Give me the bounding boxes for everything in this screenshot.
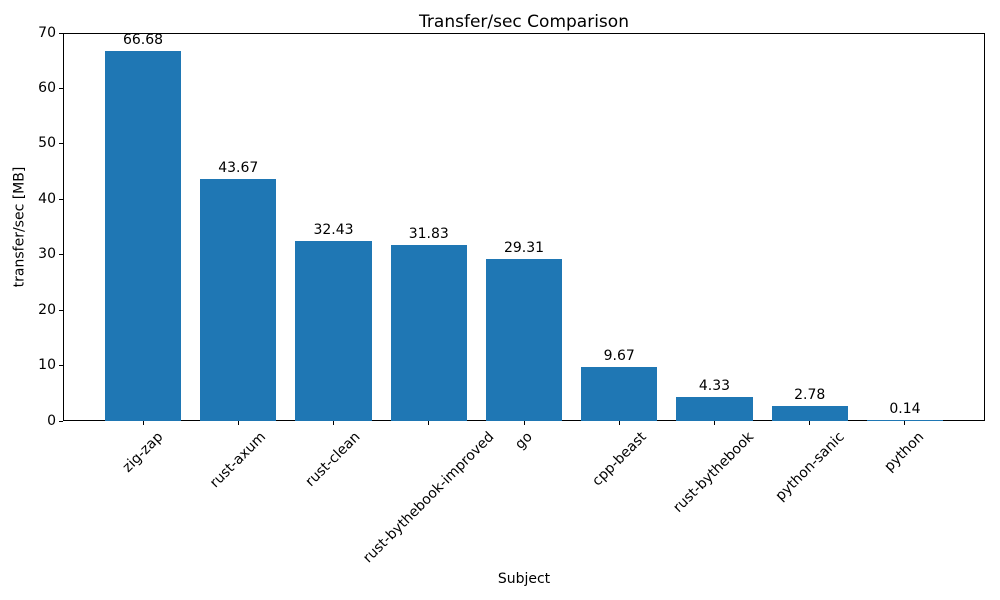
x-axis-label: Subject — [497, 571, 551, 587]
y-tick-mark — [59, 198, 63, 200]
x-tick-label: zig-zap — [119, 429, 166, 476]
x-tick-label: go — [512, 429, 536, 453]
y-tick-label: 60 — [38, 79, 56, 96]
x-tick-label: rust-axum — [206, 429, 269, 492]
bar — [104, 51, 182, 421]
x-tick-mark — [523, 421, 525, 425]
bar — [676, 396, 753, 421]
y-tick-mark — [59, 420, 63, 422]
x-tick-label: rust-clean — [302, 429, 364, 490]
x-tick-label: rust-bythebook — [670, 429, 758, 516]
y-tick-label: 40 — [38, 190, 56, 207]
bar — [866, 420, 944, 422]
bar-value-label: 43.67 — [218, 159, 259, 176]
bar-value-label: 32.43 — [313, 222, 354, 239]
bar — [390, 244, 467, 421]
bar — [581, 367, 658, 421]
y-tick-mark — [59, 365, 63, 367]
bar-value-label: 0.14 — [889, 401, 921, 418]
chart-title: Transfer/sec Comparison — [419, 12, 629, 32]
y-tick-mark — [59, 32, 63, 34]
bar-value-label: 66.68 — [122, 32, 164, 49]
x-tick-label: cpp-beast — [588, 429, 650, 490]
bar-value-label: 4.33 — [698, 377, 731, 394]
x-tick-label: python-sanic — [772, 429, 848, 505]
bar-value-label: 29.31 — [503, 239, 545, 256]
y-tick-label: 20 — [38, 301, 56, 318]
y-tick-mark — [59, 87, 63, 89]
y-tick-label: 10 — [38, 357, 56, 374]
bar-value-label: 31.83 — [408, 225, 449, 242]
y-tick-label: 70 — [38, 24, 56, 41]
bar — [485, 258, 563, 421]
bar-value-label: 9.67 — [603, 348, 635, 365]
x-tick-mark — [618, 421, 620, 425]
x-tick-label: rust-bythebook-improved — [359, 429, 497, 567]
bar-value-label: 2.78 — [794, 386, 826, 403]
x-tick-mark — [237, 421, 239, 425]
x-tick-mark — [142, 421, 144, 425]
x-tick-mark — [333, 421, 334, 425]
bar — [200, 178, 277, 421]
y-axis-label: transfer/sec [MB] — [11, 166, 28, 288]
bar — [295, 241, 372, 421]
bar — [771, 405, 848, 421]
y-tick-mark — [59, 309, 63, 311]
x-tick-mark — [713, 421, 715, 425]
y-tick-label: 30 — [38, 246, 56, 263]
x-tick-label: python — [881, 429, 928, 475]
x-tick-mark — [809, 421, 811, 425]
y-tick-mark — [59, 254, 63, 256]
y-tick-label: 50 — [38, 135, 56, 152]
x-tick-mark — [428, 421, 430, 425]
y-tick-label: 0 — [47, 412, 56, 429]
y-tick-mark — [59, 143, 63, 145]
x-tick-mark — [904, 421, 906, 425]
